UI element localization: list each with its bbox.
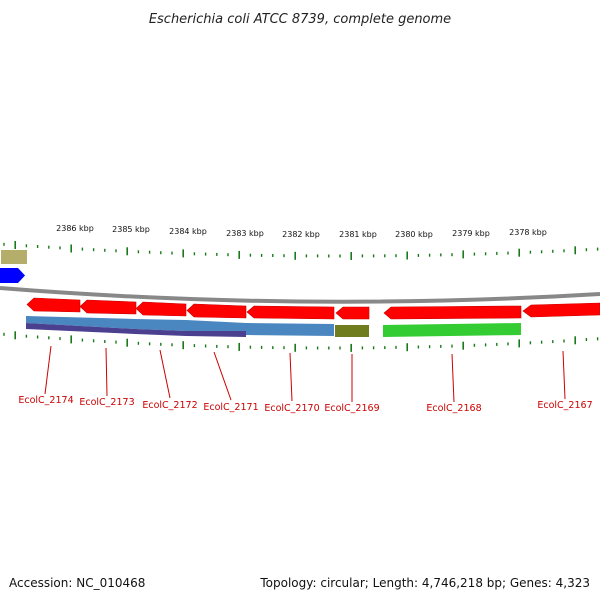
feature-bar-olive[interactable] <box>335 325 369 337</box>
scale-ticks-bottom <box>3 331 599 352</box>
gene-arrows <box>26 297 600 320</box>
scale-label: 2380 kbp <box>395 230 433 239</box>
gene-label[interactable]: EcolC_2174 <box>18 395 73 406</box>
genome-title: Escherichia coli ATCC 8739, complete gen… <box>149 12 451 27</box>
scale-label: 2386 kbp <box>56 224 94 233</box>
gene-label[interactable]: EcolC_2172 <box>142 400 197 411</box>
gene-leader-lines <box>44 345 566 403</box>
accession-text: Accession: NC_010468 <box>9 576 145 590</box>
leader-line <box>159 349 171 399</box>
leader-line <box>451 353 455 403</box>
scale-label: 2384 kbp <box>169 227 207 236</box>
gene-arrow-EcolC_2170[interactable] <box>246 305 335 320</box>
scale-ticks-top <box>3 241 599 260</box>
gene-label[interactable]: EcolC_2170 <box>264 403 319 414</box>
gene-label[interactable]: EcolC_2173 <box>79 397 134 408</box>
gene-label[interactable]: EcolC_2169 <box>324 403 379 414</box>
misc-feature-block[interactable] <box>1 250 27 264</box>
genome-backbone <box>0 286 600 304</box>
genome-summary-text: Topology: circular; Length: 4,746,218 bp… <box>259 576 590 590</box>
gene-labels: EcolC_2174 EcolC_2173 EcolC_2172 EcolC_2… <box>18 395 592 414</box>
scale-label: 2385 kbp <box>112 225 150 234</box>
gene-label[interactable]: EcolC_2167 <box>537 400 592 411</box>
gene-arrow-EcolC_2172[interactable] <box>135 301 187 317</box>
scale-label: 2381 kbp <box>339 230 377 239</box>
forward-gene-arrow[interactable] <box>0 268 25 283</box>
feature-track <box>26 316 521 337</box>
gene-arrow-EcolC_2173[interactable] <box>79 299 137 315</box>
feature-bar-purple[interactable] <box>26 323 246 337</box>
scale-label: 2379 kbp <box>452 229 490 238</box>
feature-bar-green[interactable] <box>383 323 521 337</box>
feature-bar-blue[interactable] <box>26 316 334 336</box>
gene-arrow-EcolC_2168[interactable] <box>383 305 522 320</box>
scale-labels: 2386 kbp 2385 kbp 2384 kbp 2383 kbp 2382… <box>56 224 547 239</box>
leader-line <box>44 345 52 395</box>
gene-label[interactable]: EcolC_2168 <box>426 403 481 414</box>
gene-arrow-EcolC_2174[interactable] <box>26 297 81 313</box>
gene-arrow-EcolC_2167[interactable] <box>522 302 600 318</box>
gene-arrow-EcolC_2169[interactable] <box>335 306 370 320</box>
leader-line <box>213 351 232 401</box>
gene-arrow-EcolC_2171[interactable] <box>186 303 247 319</box>
leader-line <box>562 350 566 400</box>
scale-label: 2378 kbp <box>509 228 547 237</box>
leader-line <box>105 347 108 397</box>
scale-label: 2383 kbp <box>226 229 264 238</box>
scale-label: 2382 kbp <box>282 230 320 239</box>
gene-label[interactable]: EcolC_2171 <box>203 402 258 413</box>
leader-line <box>289 352 293 402</box>
